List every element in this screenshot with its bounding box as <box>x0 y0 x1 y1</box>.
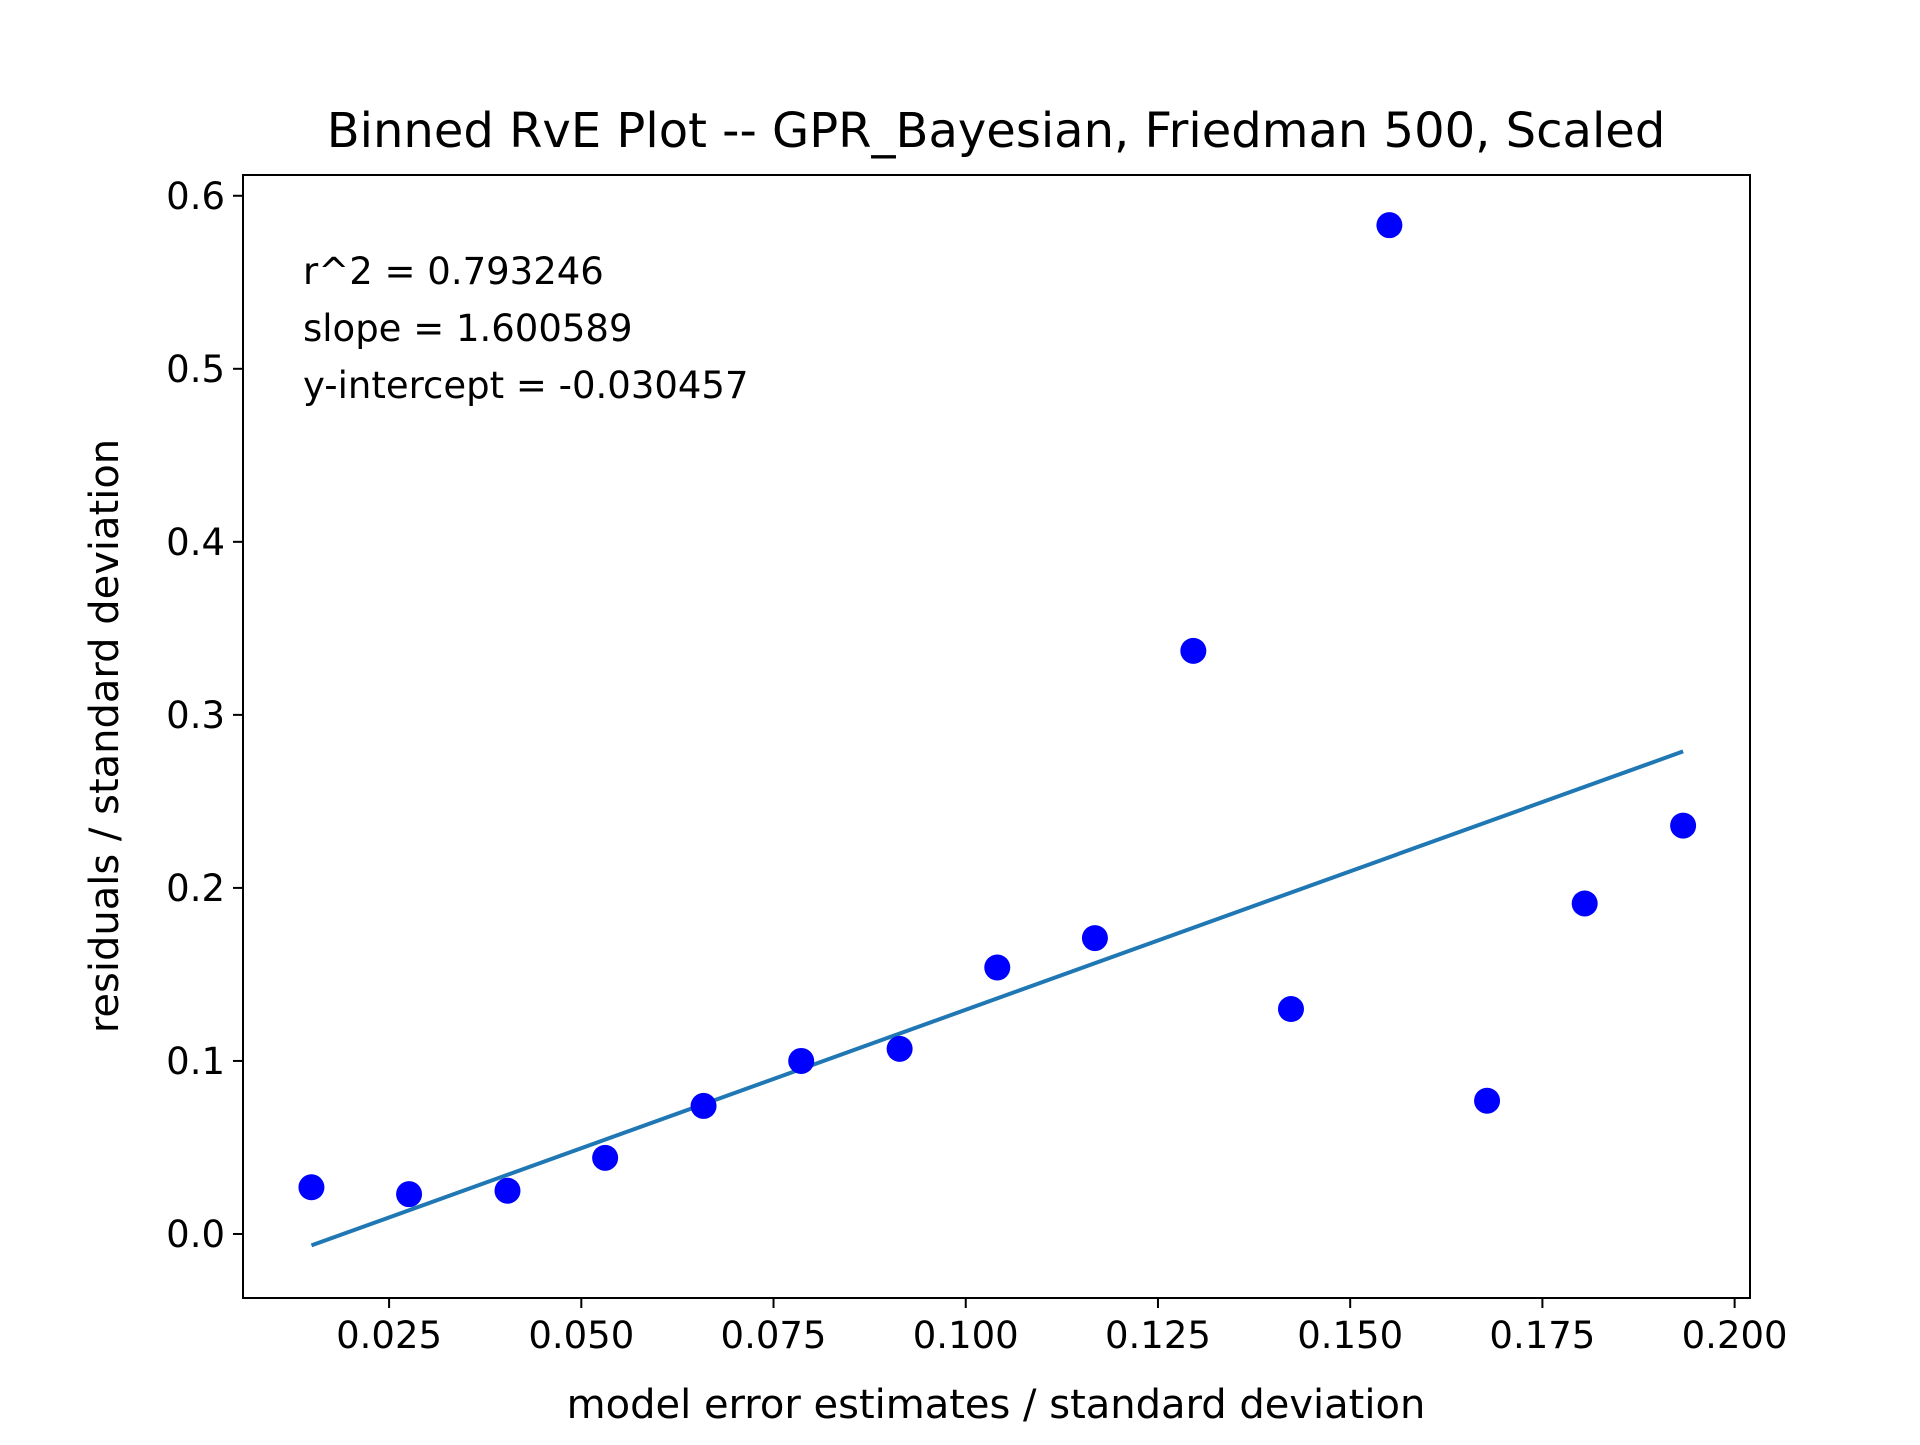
scatter-point <box>984 954 1011 981</box>
scatter-point <box>494 1177 521 1204</box>
scatter-points-layer <box>298 212 1697 1208</box>
y-tick-label: 0.5 <box>166 348 225 391</box>
plot-area-frame <box>242 174 1751 1299</box>
x-tick-label: 0.200 <box>1682 1314 1788 1357</box>
y-tick-label: 0.0 <box>166 1213 225 1256</box>
axis-ticks: 0.025 0.050 0.075 0.100 0.125 0.150 0.175 0.200… <box>166 175 1787 1357</box>
annotation-slope: slope = 1.600589 <box>303 307 633 350</box>
x-tick-label: 0.175 <box>1489 1314 1595 1357</box>
x-axis-label: model error estimates / standard deviati… <box>567 1382 1426 1428</box>
scatter-point <box>298 1174 325 1201</box>
scatter-point <box>886 1035 913 1062</box>
x-tick-label: 0.050 <box>528 1314 634 1357</box>
scatter-point <box>1081 925 1108 952</box>
scatter-point <box>1277 996 1304 1023</box>
x-tick-label: 0.100 <box>913 1314 1019 1357</box>
scatter-point <box>592 1144 619 1171</box>
scatter-point <box>1376 212 1403 239</box>
y-tick-label: 0.4 <box>166 521 225 564</box>
y-tick-label: 0.1 <box>166 1040 225 1083</box>
scatter-point <box>1670 812 1697 839</box>
regression-line <box>310 749 1684 1248</box>
x-tick-label: 0.025 <box>336 1314 442 1357</box>
y-tick-label: 0.6 <box>166 175 225 218</box>
fit-line-layer <box>310 749 1684 1248</box>
y-axis-label: residuals / standard deviation <box>82 439 128 1033</box>
scatter-point <box>1571 890 1598 917</box>
scatter-point <box>396 1181 423 1208</box>
x-tick-label: 0.150 <box>1297 1314 1403 1357</box>
scatter-point <box>690 1092 717 1119</box>
y-tick-label: 0.3 <box>166 694 225 737</box>
annotation-intercept: y-intercept = -0.030457 <box>303 364 749 407</box>
x-tick-label: 0.125 <box>1105 1314 1211 1357</box>
annotation-r2: r^2 = 0.793246 <box>303 250 604 293</box>
annotations: r^2 = 0.793246 slope = 1.600589 y-interc… <box>303 250 749 407</box>
scatter-point <box>1180 637 1207 664</box>
y-tick-label: 0.2 <box>166 867 225 910</box>
chart-title: Binned RvE Plot -- GPR_Bayesian, Friedma… <box>327 103 1666 159</box>
scatter-point <box>1474 1087 1501 1114</box>
x-tick-label: 0.075 <box>721 1314 827 1357</box>
scatter-point <box>788 1047 815 1074</box>
